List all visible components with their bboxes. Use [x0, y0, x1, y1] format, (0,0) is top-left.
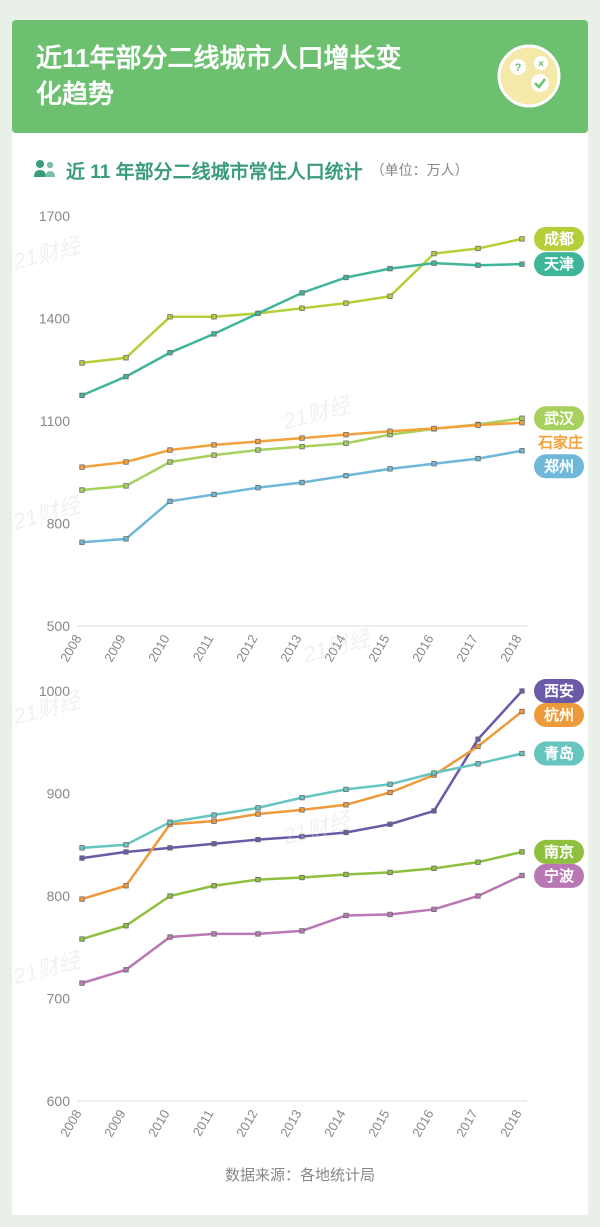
svg-text:2012: 2012 — [233, 1107, 260, 1140]
svg-text:2013: 2013 — [277, 1107, 304, 1140]
page-title: 近11年部分二线城市人口增长变化趋势 — [36, 40, 416, 113]
decorative-badge-icon: ? × — [494, 41, 564, 111]
content-panel: 近 11 年部分二线城市常住人口统计 （单位：万人） 500 800 1100 140… — [12, 133, 588, 1215]
svg-text:西安: 西安 — [544, 682, 574, 700]
svg-text:800: 800 — [47, 888, 71, 904]
svg-text:2017: 2017 — [453, 632, 480, 665]
svg-text:2009: 2009 — [101, 632, 128, 665]
svg-text:900: 900 — [47, 785, 71, 801]
svg-text:2008: 2008 — [57, 1107, 84, 1140]
svg-text:天津: 天津 — [544, 255, 574, 273]
svg-text:杭州: 杭州 — [544, 706, 574, 724]
users-icon — [32, 158, 58, 183]
svg-text:2012: 2012 — [233, 632, 260, 665]
svg-text:2010: 2010 — [145, 1107, 172, 1140]
svg-text:1100: 1100 — [40, 413, 70, 429]
chart-header: 近 11 年部分二线城市常住人口统计 （单位：万人） — [22, 153, 578, 196]
svg-text:2011: 2011 — [190, 632, 217, 664]
svg-text:2016: 2016 — [409, 632, 436, 665]
bottom-chart: 600 700 800 900 1000 2008 2009 2010 2011 2012 2013… — [22, 671, 578, 1146]
svg-text:2018: 2018 — [497, 632, 524, 665]
svg-text:×: × — [538, 59, 544, 70]
svg-text:2014: 2014 — [321, 1107, 348, 1140]
svg-text:2010: 2010 — [145, 632, 172, 665]
svg-text:郑州: 郑州 — [544, 457, 574, 475]
svg-text:700: 700 — [47, 990, 71, 1006]
svg-text:2011: 2011 — [190, 1107, 217, 1139]
svg-text:800: 800 — [47, 515, 71, 531]
svg-text:1000: 1000 — [39, 683, 70, 699]
svg-text:南京: 南京 — [544, 843, 574, 861]
svg-text:?: ? — [515, 62, 522, 74]
svg-text:2009: 2009 — [101, 1107, 128, 1140]
svg-text:2015: 2015 — [365, 632, 392, 665]
svg-text:1700: 1700 — [39, 208, 70, 224]
svg-text:武汉: 武汉 — [544, 409, 575, 427]
svg-text:2015: 2015 — [365, 1107, 392, 1140]
top-chart: 500 800 1100 1400 1700 2008 2009 2010 2011 2012 20… — [22, 196, 578, 671]
svg-text:2013: 2013 — [277, 632, 304, 665]
svg-text:成都: 成都 — [544, 230, 574, 248]
svg-text:2018: 2018 — [497, 1107, 524, 1140]
chart-title: 近 11 年部分二线城市常住人口统计 — [66, 157, 363, 184]
svg-text:2014: 2014 — [321, 632, 348, 665]
svg-text:2017: 2017 — [453, 1107, 480, 1140]
chart-unit: （单位：万人） — [371, 160, 469, 180]
svg-text:青岛: 青岛 — [544, 744, 574, 762]
svg-text:600: 600 — [47, 1093, 71, 1109]
title-banner: 近11年部分二线城市人口增长变化趋势 ? × — [12, 20, 588, 133]
svg-text:500: 500 — [47, 618, 71, 634]
svg-text:石家庄: 石家庄 — [537, 433, 583, 451]
svg-text:1400: 1400 — [39, 310, 70, 326]
svg-text:2016: 2016 — [409, 1107, 436, 1140]
data-source: 数据来源：各地统计局 — [22, 1164, 578, 1185]
svg-text:2008: 2008 — [57, 632, 84, 665]
svg-text:宁波: 宁波 — [544, 867, 575, 885]
